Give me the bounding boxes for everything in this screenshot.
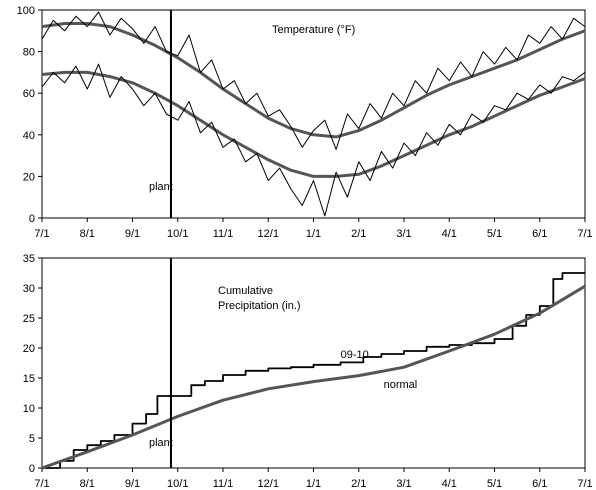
temperature-x-tick-label: 11/1 [213, 228, 234, 240]
precipitation-x-tick-label: 5/1 [487, 478, 502, 490]
precipitation-x-tick-label: 10/1 [167, 478, 188, 490]
temperature-x-tick-label: 12/1 [258, 228, 279, 240]
series-label-09-10: 09-10 [341, 349, 369, 361]
temperature-y-axis: 0 20 40 60 80 100 [17, 5, 42, 225]
precipitation-x-tick-label: 7/1 [34, 478, 49, 490]
temperature-x-tick-label: 4/1 [442, 228, 457, 240]
precipitation-x-tick-label: 4/1 [442, 478, 457, 490]
temperature-x-tick-label: 3/1 [396, 228, 411, 240]
precipitation-series-normal [41, 284, 586, 470]
temperature-x-tick-label: 1/1 [306, 228, 321, 240]
temperature-series-daily-high [41, 11, 586, 150]
precipitation-y-tick-label: 5 [29, 433, 35, 445]
precipitation-x-tick-label: 12/1 [258, 478, 279, 490]
precipitation-x-tick-label: 3/1 [396, 478, 411, 490]
precipitation-x-tick-label: 7/1 [577, 478, 592, 490]
temperature-x-tick-label: 7/1 [577, 228, 592, 240]
precipitation-x-axis: 7/1 8/1 9/1 10/1 11/1 12/1 1/1 2/1 3/1 4/1 5/1 6/1 7… [34, 468, 593, 490]
temperature-plant-label: plant [149, 181, 173, 193]
precipitation-title-line2: Precipitation (in.) [218, 300, 301, 312]
precipitation-plant-label: plant [149, 437, 173, 449]
precipitation-x-tick-label: 1/1 [306, 478, 321, 490]
temperature-y-tick-label: 80 [23, 47, 35, 59]
temperature-plot-frame [41, 9, 586, 219]
temperature-y-tick-label: 20 [23, 171, 35, 183]
precipitation-annotation-title-line1: Cumulative [218, 285, 273, 297]
temperature-series-daily-low [41, 63, 586, 217]
precipitation-y-tick-label: 0 [29, 463, 35, 475]
precipitation-y-tick-label: 10 [23, 403, 35, 415]
series-label-normal: normal [384, 379, 418, 391]
precipitation-plot-frame [41, 257, 586, 469]
precipitation-x-tick-label: 6/1 [532, 478, 547, 490]
precipitation-x-tick-label: 8/1 [80, 478, 95, 490]
temperature-x-tick-label: 5/1 [487, 228, 502, 240]
precipitation-x-tick-label: 9/1 [125, 478, 140, 490]
precipitation-y-tick-label: 25 [23, 313, 35, 325]
precipitation-y-axis: 0 5 10 15 20 25 30 35 [23, 253, 42, 475]
precipitation-y-tick-label: 15 [23, 373, 35, 385]
temperature-x-tick-label: 2/1 [351, 228, 366, 240]
precipitation-y-tick-label: 35 [23, 253, 35, 265]
temperature-y-tick-label: 0 [29, 213, 35, 225]
temperature-y-tick-label: 100 [17, 5, 35, 17]
temperature-annotation-title: Temperature (°F) [272, 24, 355, 36]
temperature-series-group [41, 11, 586, 217]
temperature-y-tick-label: 60 [23, 88, 35, 100]
temperature-x-tick-label: 8/1 [80, 228, 95, 240]
temperature-x-tick-label: 9/1 [125, 228, 140, 240]
precipitation-x-tick-label: 11/1 [213, 478, 234, 490]
precipitation-title-line1: Cumulative [218, 285, 273, 297]
precipitation-y-tick-label: 30 [23, 283, 35, 295]
temperature-panel: 0 20 40 60 80 100 7/1 8/1 9/1 10/1 11/1 12/1 1/1 2/1… [17, 5, 593, 240]
precipitation-annotation-title-line2: Precipitation (in.) [218, 300, 301, 312]
temperature-x-tick-label: 10/1 [167, 228, 188, 240]
temperature-x-tick-label: 7/1 [34, 228, 49, 240]
temperature-series-normal-low [41, 70, 586, 178]
precipitation-x-tick-label: 2/1 [351, 478, 366, 490]
precipitation-y-tick-label: 20 [23, 343, 35, 355]
precipitation-series-group [41, 272, 586, 470]
temperature-series-normal-high [41, 22, 586, 139]
temperature-y-tick-label: 40 [23, 130, 35, 142]
temperature-x-axis: 7/1 8/1 9/1 10/1 11/1 12/1 1/1 2/1 3/1 4/1 5/1 6/1 7… [34, 218, 593, 240]
precipitation-panel: 0 5 10 15 20 25 30 35 7/1 8/1 9/1 10/1 11/1 12/1 1/1 2… [23, 253, 593, 490]
precipitation-series-09-10 [42, 272, 585, 469]
temperature-x-tick-label: 6/1 [532, 228, 547, 240]
